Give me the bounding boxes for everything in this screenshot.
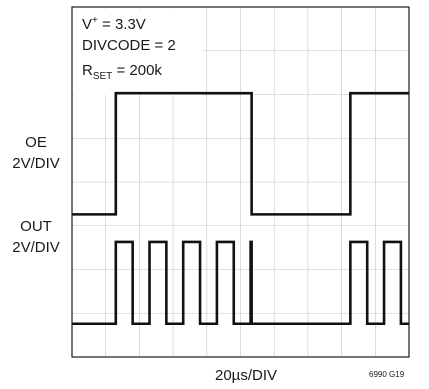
oe-channel-name: OE <box>25 134 47 151</box>
x-axis-label: 20µs/DIV <box>215 367 277 384</box>
out-trace <box>72 240 409 326</box>
plot-frame <box>71 6 410 358</box>
waveform-traces <box>72 91 409 326</box>
divcode-condition: DIVCODE = 2 <box>82 37 176 54</box>
rset-condition: RSET = 200k <box>82 62 162 82</box>
oe-channel-scale: 2V/DIV <box>12 155 60 172</box>
oe-trace <box>72 91 409 216</box>
conditions-box <box>74 9 202 95</box>
out-channel-scale: 2V/DIV <box>12 239 60 256</box>
figure-code: 6990 G19 <box>369 370 405 379</box>
out-channel-name: OUT <box>20 218 52 235</box>
vplus-condition: V+ = 3.3V <box>82 15 146 33</box>
